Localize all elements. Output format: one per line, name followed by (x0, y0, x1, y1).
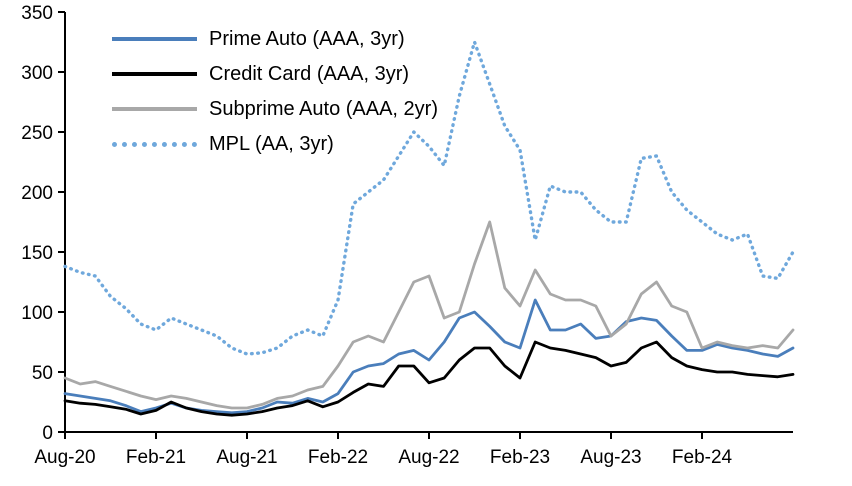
x-tick-label: Aug-20 (34, 447, 95, 468)
x-tick-label: Feb-24 (672, 447, 733, 468)
x-tick-label: Feb-21 (126, 447, 186, 468)
x-tick-label: Feb-23 (490, 447, 550, 468)
y-tick-label: 150 (21, 243, 53, 264)
x-tick-label: Feb-22 (308, 447, 368, 468)
series-line-2 (63, 220, 795, 410)
series-line-3 (63, 40, 795, 356)
legend-item: Credit Card (AAA, 3yr) (112, 61, 438, 87)
legend-label: Subprime Auto (AAA, 2yr) (209, 97, 438, 120)
legend-line-swatch (112, 141, 197, 147)
y-tick-label: 200 (21, 183, 53, 204)
y-tick-label: 350 (21, 3, 53, 24)
legend-line-swatch (112, 37, 197, 41)
legend-item: Prime Auto (AAA, 3yr) (112, 26, 438, 52)
y-tick-label: 50 (32, 363, 53, 384)
series-line-1 (63, 340, 795, 417)
legend-line-swatch (112, 107, 197, 111)
y-tick-label: 250 (21, 123, 53, 144)
legend-item: MPL (AA, 3yr) (112, 131, 438, 157)
x-tick-label: Aug-23 (580, 447, 641, 468)
legend-label: Prime Auto (AAA, 3yr) (209, 27, 405, 50)
y-tick-label: 0 (42, 423, 53, 444)
chart-legend: Prime Auto (AAA, 3yr) Credit Card (AAA, 3… (112, 26, 438, 157)
x-tick-label: Aug-22 (398, 447, 459, 468)
y-tick-label: 300 (21, 63, 53, 84)
x-tick-label: Aug-21 (216, 447, 277, 468)
y-tick-label: 100 (21, 303, 53, 324)
legend-label: Credit Card (AAA, 3yr) (209, 62, 410, 85)
legend-line-swatch (112, 72, 197, 76)
legend-label: MPL (AA, 3yr) (209, 132, 334, 155)
legend-item: Subprime Auto (AAA, 2yr) (112, 96, 438, 122)
